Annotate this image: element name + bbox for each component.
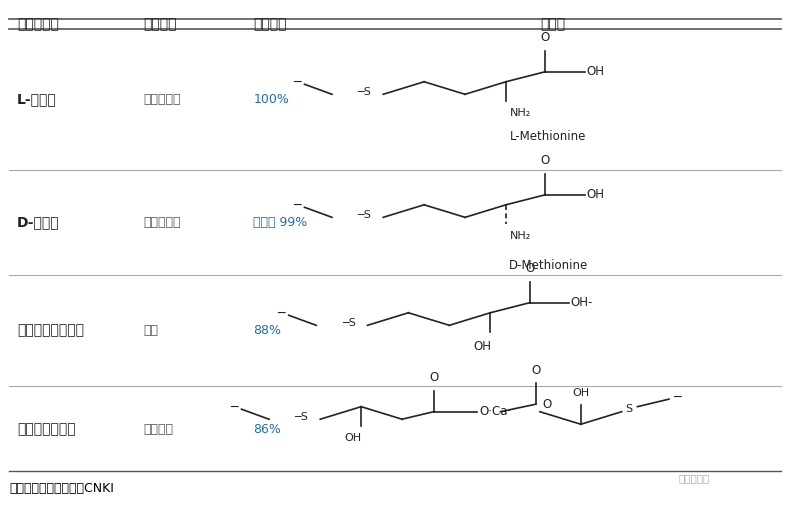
Text: 蛋氨酸羟基类似物: 蛋氨酸羟基类似物 [17,323,84,337]
Text: O: O [540,31,550,44]
Text: ─: ─ [673,391,680,404]
Text: 86%: 86% [254,423,281,436]
Text: 粉末状固体: 粉末状固体 [143,216,181,229]
Text: ─: ─ [293,76,300,89]
Text: L-蛋氨酸: L-蛋氨酸 [17,92,57,107]
Text: O: O [542,397,551,411]
Text: 化学式: 化学式 [540,17,565,31]
Text: 物理形态: 物理形态 [143,17,177,31]
Text: S: S [626,404,633,414]
Text: ─: ─ [277,307,284,320]
Text: ─S: ─S [358,210,371,220]
Text: 略低于 99%: 略低于 99% [254,216,307,229]
Text: 羟基蛋氨酸钙盐: 羟基蛋氨酸钙盐 [17,422,76,436]
Text: 化工平头哥: 化工平头哥 [679,474,709,483]
Text: OH-: OH- [570,296,593,309]
Text: OH: OH [572,388,589,398]
Text: D-Methionine: D-Methionine [509,259,588,272]
Text: NH₂: NH₂ [510,231,531,241]
Text: 蛋氨酸种类: 蛋氨酸种类 [17,17,59,31]
Text: 粉末状固体: 粉末状固体 [143,93,181,106]
Text: 液体: 液体 [143,324,158,337]
Text: 固体颗粒: 固体颗粒 [143,423,173,436]
Text: O: O [540,154,550,167]
Text: ─S: ─S [358,87,371,97]
Text: 88%: 88% [254,324,281,337]
Text: NH₂: NH₂ [510,108,531,118]
Text: OH: OH [586,188,604,201]
Text: 数据来源：东北证券，CNKI: 数据来源：东北证券，CNKI [9,482,114,495]
Text: 100%: 100% [254,93,289,106]
Text: O: O [532,364,540,377]
Text: OH: OH [586,65,604,78]
Text: ─S: ─S [342,318,356,328]
Text: O: O [429,371,438,384]
Text: OH: OH [344,433,362,443]
Text: O: O [525,262,534,275]
Text: O·Ca·: O·Ca· [480,405,511,418]
Text: OH: OH [473,340,491,353]
Text: 生物活性: 生物活性 [254,17,287,31]
Text: ─: ─ [293,199,300,212]
Text: ─S: ─S [295,412,308,422]
Text: L-Methionine: L-Methionine [510,130,587,143]
Text: ─: ─ [230,401,238,414]
Text: D-蛋氨酸: D-蛋氨酸 [17,215,60,229]
